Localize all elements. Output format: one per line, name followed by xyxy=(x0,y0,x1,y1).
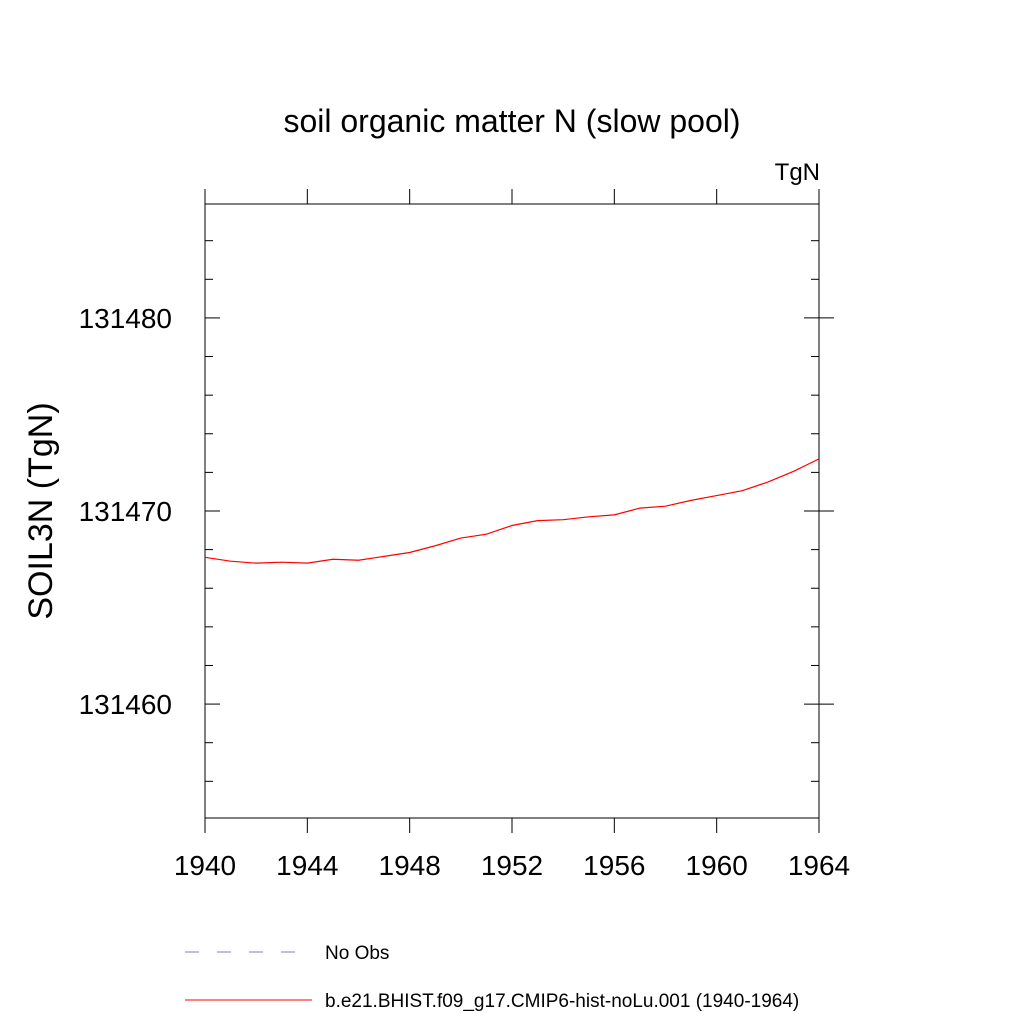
x-tick-label: 1956 xyxy=(583,850,645,881)
legend-label-0: No Obs xyxy=(325,943,389,964)
x-tick-label: 1940 xyxy=(174,850,236,881)
x-tick-label: 1944 xyxy=(276,850,338,881)
x-tick-label: 1960 xyxy=(686,850,748,881)
x-tick-label: 1964 xyxy=(788,850,850,881)
legend: No Obs b.e21.BHIST.f09_g17.CMIP6-hist-noL… xyxy=(185,943,799,1012)
series-line-1 xyxy=(204,458,820,564)
series-lines xyxy=(204,458,820,564)
legend-label-1: b.e21.BHIST.f09_g17.CMIP6-hist-noLu.001 … xyxy=(325,991,799,1012)
tick-marks xyxy=(204,189,834,833)
x-tick-label: 1948 xyxy=(379,850,441,881)
y-tick-label: 131470 xyxy=(79,496,172,527)
units-label: TgN xyxy=(775,159,820,186)
plot-frame xyxy=(204,203,820,819)
x-tick-labels: 1940 1944 1948 1952 1956 1960 1964 xyxy=(174,850,850,881)
chart-title: soil organic matter N (slow pool) xyxy=(283,103,740,139)
x-tick-label: 1952 xyxy=(481,850,543,881)
y-tick-labels: 131460 131470 131480 xyxy=(79,303,172,720)
y-tick-label: 131460 xyxy=(79,689,172,720)
y-axis-label: SOIL3N (TgN) xyxy=(22,402,60,619)
y-tick-label: 131480 xyxy=(79,303,172,334)
